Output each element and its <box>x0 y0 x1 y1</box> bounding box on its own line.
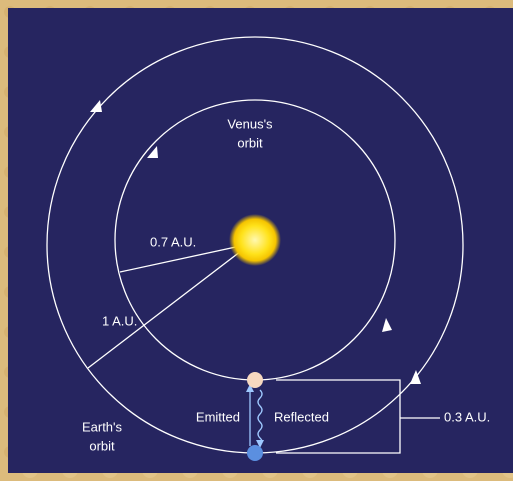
sun <box>229 214 281 266</box>
earth <box>247 445 263 461</box>
earth-distance: 1 A.U. <box>102 313 137 328</box>
diagram: Venus's orbit 0.7 A.U. 1 A.U. Earth's or… <box>0 0 513 481</box>
venus-orbit-label: orbit <box>237 135 263 150</box>
page: Venus's orbit 0.7 A.U. 1 A.U. Earth's or… <box>0 0 513 481</box>
earth-orbit-label: Earth's <box>82 419 123 434</box>
separation-label: 0.3 A.U. <box>444 409 490 424</box>
venus-distance: 0.7 A.U. <box>150 234 196 249</box>
earth-orbit-label: orbit <box>89 438 115 453</box>
venus <box>247 372 263 388</box>
reflected-label: Reflected <box>274 409 329 424</box>
venus-orbit-label: Venus's <box>227 116 273 131</box>
emitted-label: Emitted <box>196 409 240 424</box>
